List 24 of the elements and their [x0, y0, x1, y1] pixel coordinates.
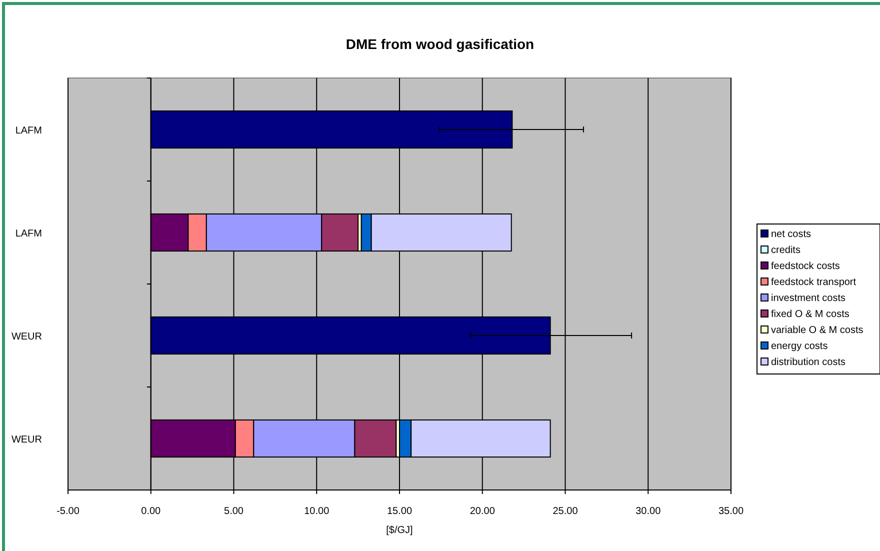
- y-tick-label: WEUR: [11, 332, 42, 342]
- chart-title: DME from wood gasification: [346, 36, 534, 52]
- y-tick-label: LAFM: [15, 228, 42, 240]
- legend-label: distribution costs: [771, 357, 846, 368]
- legend-label: net costs: [771, 229, 812, 240]
- x-tick-label: 0.00: [141, 506, 162, 517]
- x-axis-title: [$/GJ]: [386, 525, 414, 536]
- legend-label: investment costs: [771, 293, 846, 304]
- x-tick-label: 35.00: [718, 506, 744, 517]
- legend-label: credits: [771, 245, 800, 256]
- x-tick-label: 10.00: [304, 506, 330, 517]
- y-tick-label: LAFM: [15, 126, 42, 136]
- x-tick-label: 5.00: [224, 506, 244, 517]
- y-tick-label: WEUR: [11, 434, 42, 446]
- x-tick-label: 30.00: [636, 506, 662, 517]
- x-tick-label: 25.00: [552, 506, 578, 517]
- x-tick-label: 15.00: [386, 506, 412, 517]
- legend-label: variable O & M costs: [771, 325, 864, 336]
- legend-label: feedstock costs: [771, 261, 840, 272]
- legend-label: fixed O & M costs: [771, 309, 850, 320]
- legend-label: energy costs: [771, 341, 828, 352]
- legend-label: feedstock transport: [771, 277, 856, 288]
- x-tick-label: -5.00: [56, 506, 80, 517]
- x-tick-label: 20.00: [470, 506, 496, 517]
